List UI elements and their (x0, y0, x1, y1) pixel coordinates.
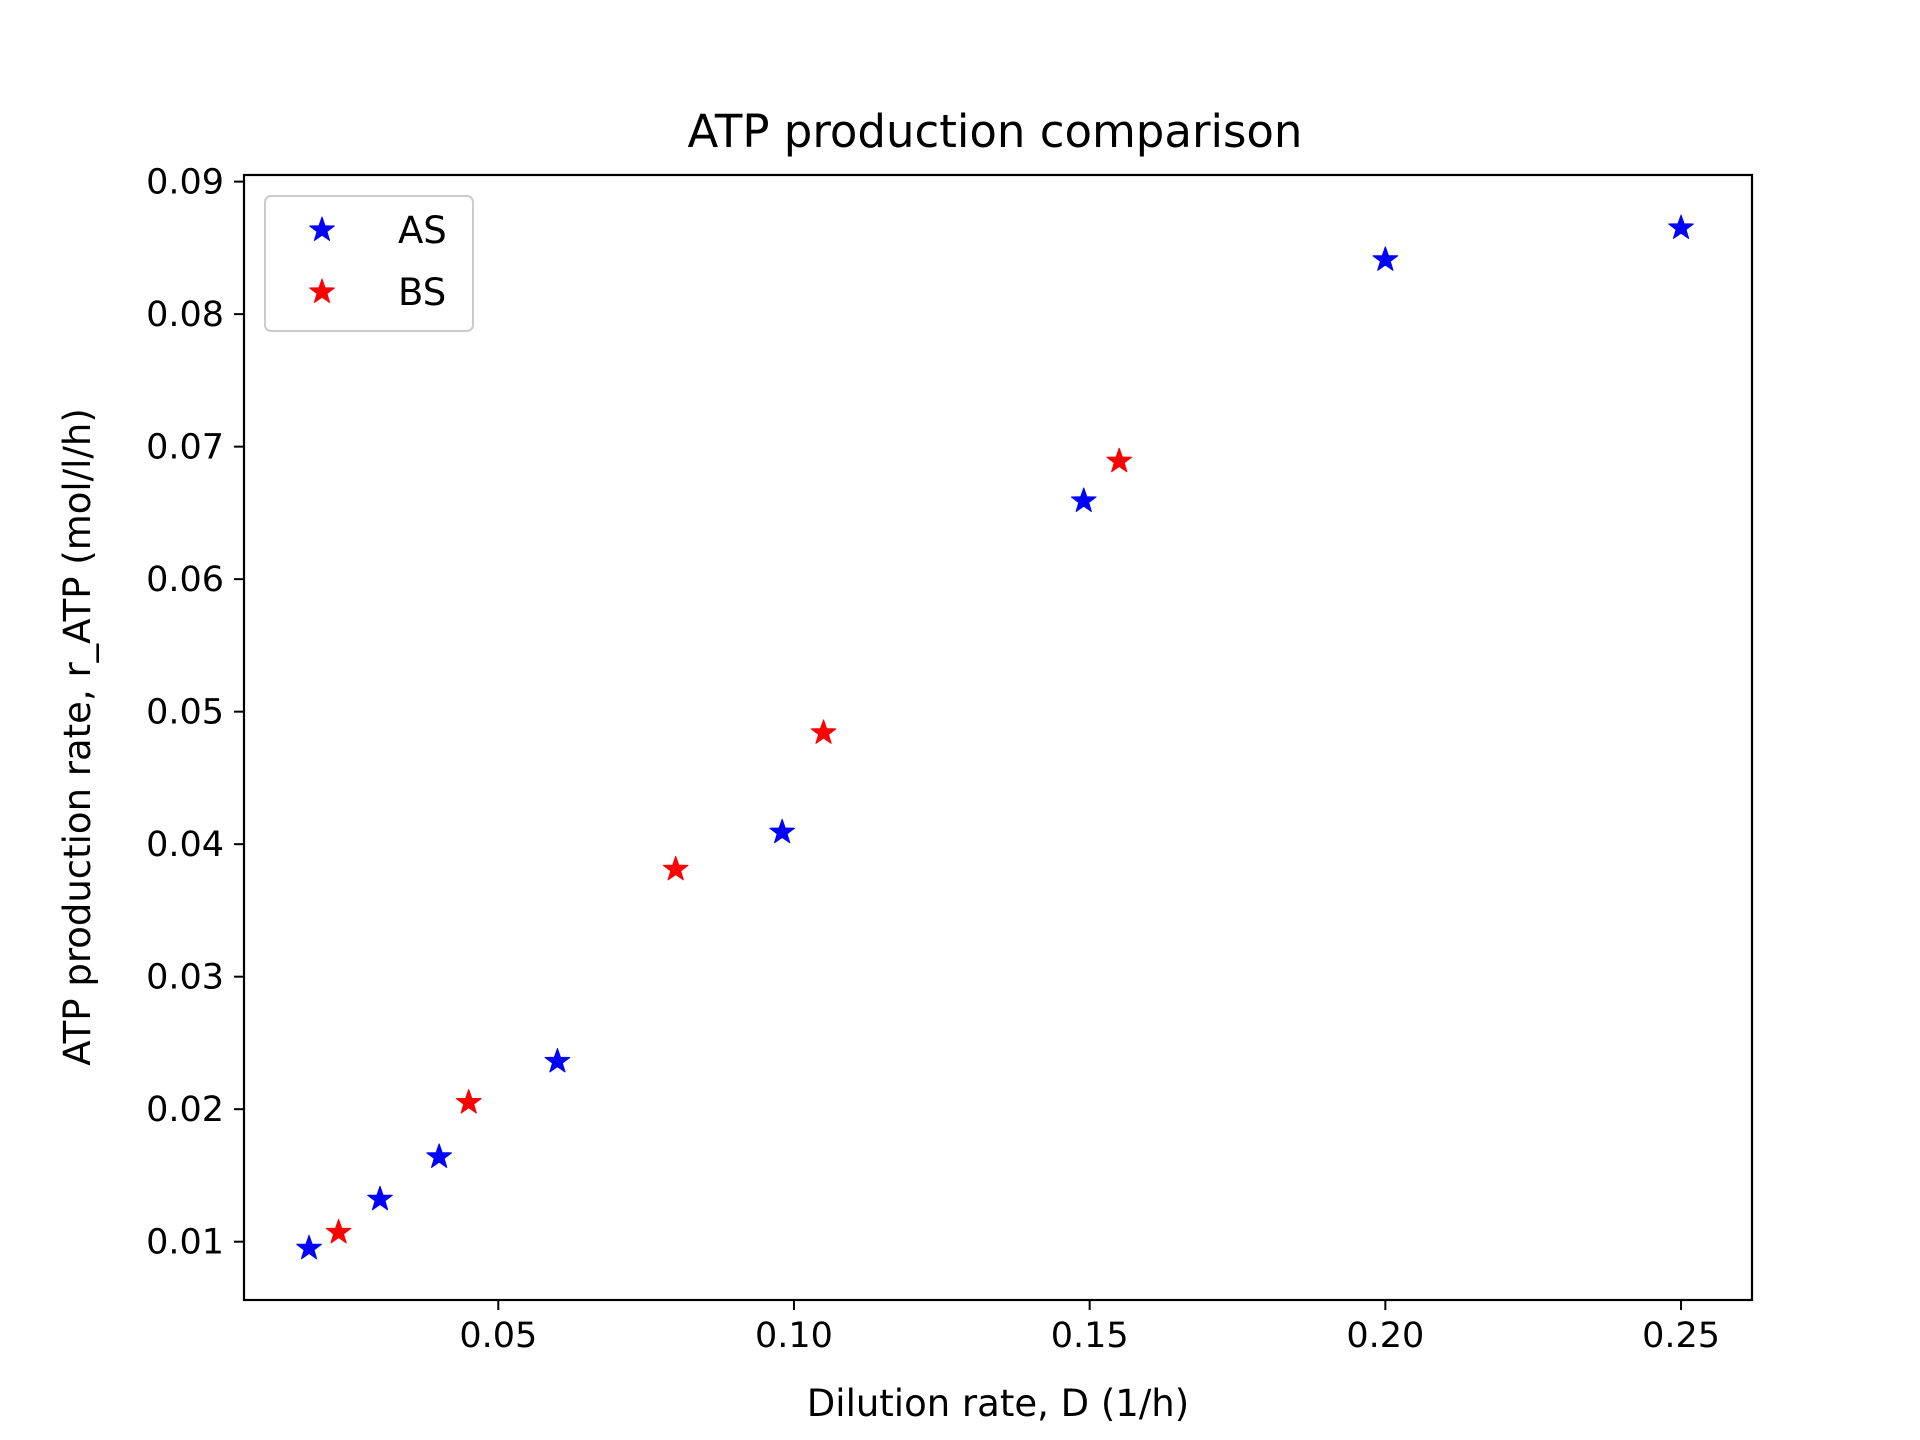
legend-marker (309, 278, 335, 304)
x-axis-label: Dilution rate, D (1/h) (807, 1382, 1189, 1425)
legend-marker (309, 216, 335, 242)
data-point (367, 1185, 393, 1211)
y-axis-ticks: 0.01 0.02 0.03 0.04 0.05 0.06 0.07 0.08 0.09 (146, 163, 244, 1263)
legend-label: AS (398, 209, 447, 252)
x-tick-label: 0.15 (1051, 1316, 1129, 1356)
x-tick-label: 0.10 (755, 1316, 833, 1356)
data-point (769, 818, 796, 844)
data-point (662, 855, 689, 881)
x-tick-label: 0.25 (1642, 1316, 1720, 1356)
x-tick-label: 0.05 (459, 1316, 537, 1356)
y-tick-label: 0.02 (146, 1090, 224, 1130)
y-tick-label: 0.09 (146, 163, 224, 203)
data-point (455, 1089, 482, 1114)
y-tick-label: 0.01 (146, 1223, 224, 1263)
y-tick-label: 0.06 (146, 560, 224, 600)
data-point (426, 1143, 453, 1168)
data-point (325, 1218, 352, 1244)
y-tick-label: 0.03 (146, 958, 224, 998)
data-point (810, 719, 837, 744)
y-tick-label: 0.04 (146, 825, 224, 865)
data-point (1372, 246, 1399, 271)
x-tick-label: 0.20 (1346, 1316, 1424, 1356)
chart-title: ATP production comparison (688, 105, 1303, 158)
y-tick-label: 0.05 (146, 693, 224, 733)
legend: AS BS (264, 195, 474, 332)
x-axis-ticks: 0.05 0.10 0.15 0.20 0.25 (459, 1300, 1720, 1356)
legend-label: BS (398, 271, 446, 314)
y-tick-label: 0.08 (146, 295, 224, 335)
series-bs (325, 447, 1133, 1244)
data-point (1106, 447, 1133, 473)
data-point (1668, 214, 1694, 240)
data-point (296, 1234, 322, 1260)
data-point (544, 1047, 571, 1073)
y-tick-label: 0.07 (146, 428, 224, 468)
data-points (296, 214, 1694, 1260)
data-point (1070, 487, 1097, 512)
plot-frame (242, 173, 1754, 1302)
series-as (296, 214, 1694, 1260)
y-axis-label: ATP production rate, r_ATP (mol/l/h) (56, 408, 99, 1066)
